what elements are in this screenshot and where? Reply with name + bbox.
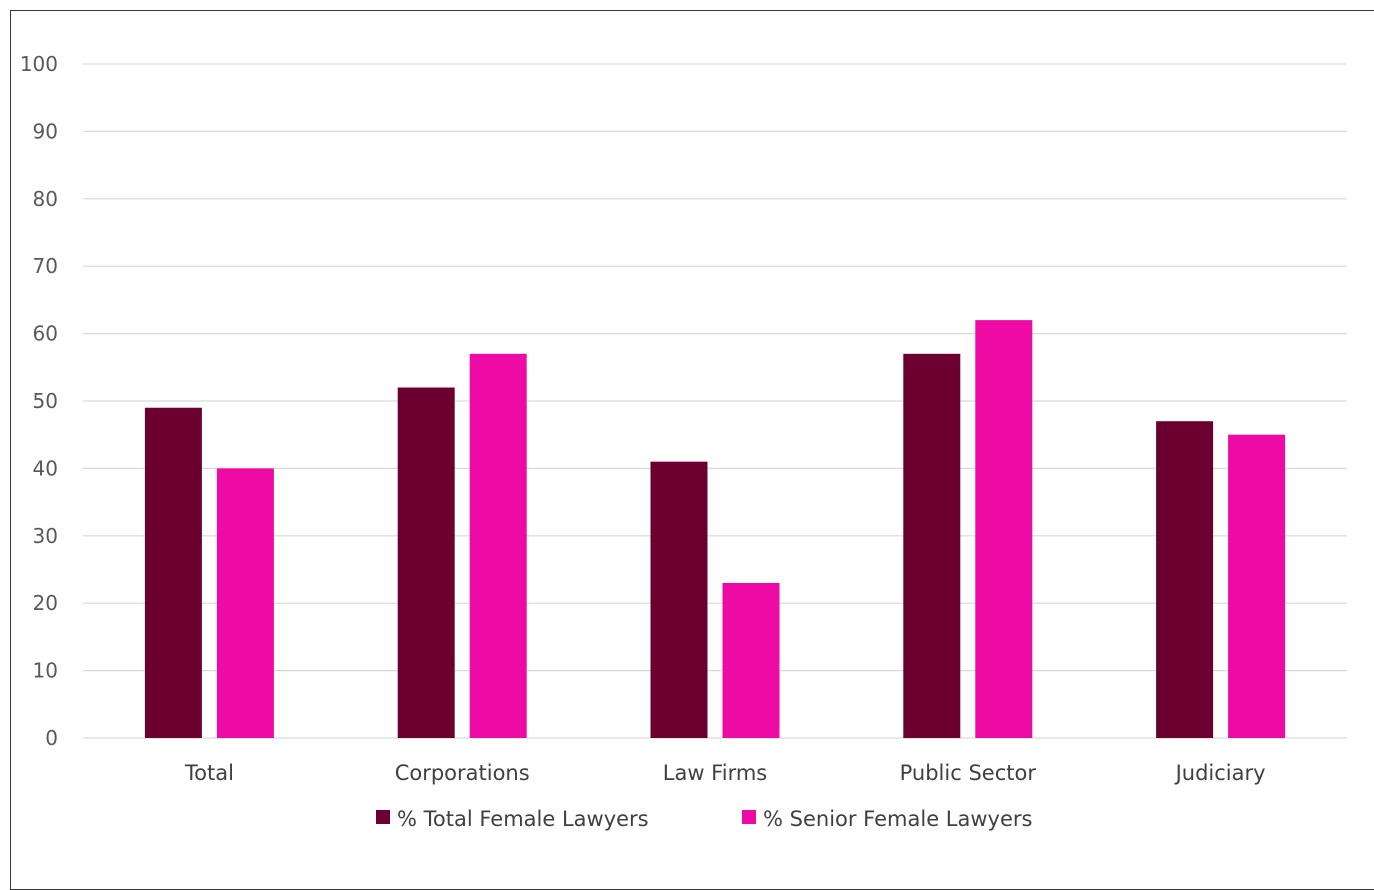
bar-series-1-judiciary (1228, 434, 1286, 738)
x-category-label: Corporations (395, 761, 530, 785)
x-category-label: Law Firms (663, 761, 767, 785)
y-tick-label: 40 (33, 456, 58, 480)
bar-series-1-corporations (469, 353, 527, 738)
legend: % Total Female Lawyers % Senior Female L… (376, 807, 1032, 831)
legend-item-series-1: % Senior Female Lawyers (742, 807, 1032, 831)
x-category-label: Total (184, 761, 234, 785)
legend-swatch-series-1 (742, 810, 756, 824)
y-tick-label: 10 (33, 659, 58, 683)
y-tick-label: 80 (33, 187, 58, 211)
legend-label-series-1: % Senior Female Lawyers (763, 807, 1032, 831)
bar-series-0-judiciary (1156, 421, 1214, 738)
y-tick-label: 90 (33, 119, 58, 143)
y-tick-label: 30 (33, 524, 58, 548)
bar-series-0-public-sector (903, 353, 961, 738)
legend-item-series-0: % Total Female Lawyers (376, 807, 649, 831)
y-axis-tick-labels: 0 10 20 30 40 50 60 70 80 90 100 (20, 52, 58, 750)
y-tick-label: 0 (45, 726, 58, 750)
y-tick-label: 60 (33, 322, 58, 346)
bar-series-0-law-firms (650, 461, 708, 738)
y-tick-label: 70 (33, 254, 58, 278)
y-tick-label: 20 (33, 591, 58, 615)
x-axis-category-labels: Total Corporations Law Firms Public Sector J… (184, 761, 1266, 785)
bar-series-1-public-sector (975, 320, 1033, 738)
gridlines (83, 63, 1347, 739)
x-category-label: Judiciary (1174, 761, 1266, 785)
bar-series-0-total (144, 407, 202, 738)
y-tick-label: 100 (20, 52, 58, 76)
bar-series-0-corporations (397, 387, 455, 738)
bars (144, 320, 1286, 738)
y-tick-label: 50 (33, 389, 58, 413)
chart-frame (10, 10, 1374, 890)
bar-series-1-total (216, 468, 274, 738)
x-category-label: Public Sector (900, 761, 1037, 785)
bar-series-1-law-firms (722, 582, 780, 738)
legend-swatch-series-0 (376, 810, 390, 824)
legend-label-series-0: % Total Female Lawyers (397, 807, 649, 831)
